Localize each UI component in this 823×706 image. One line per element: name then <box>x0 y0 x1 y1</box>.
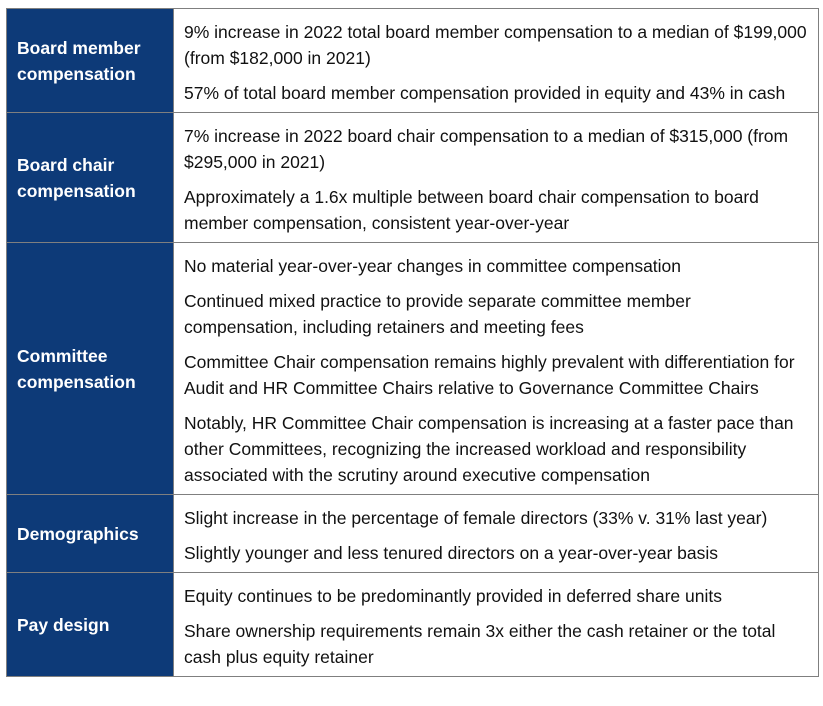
table-row-board-member: Board member compensation 9% increase in… <box>6 8 819 113</box>
list-item: Continued mixed practice to provide sepa… <box>184 291 691 337</box>
row-label: Board chair compensation <box>6 112 174 243</box>
row-content: Equity continues to be predominantly pro… <box>173 572 819 677</box>
list-item: Notably, HR Committee Chair compensation… <box>184 413 794 485</box>
row-label: Pay design <box>6 572 174 677</box>
row-content: 7% increase in 2022 board chair compensa… <box>173 112 819 243</box>
list-item: No material year-over-year changes in co… <box>184 256 682 276</box>
list-item: Slight increase in the percentage of fem… <box>184 508 768 528</box>
row-content: No material year-over-year changes in co… <box>173 242 819 495</box>
list-item: 57% of total board member compensation p… <box>184 83 786 103</box>
list-item: Share ownership requirements remain 3x e… <box>184 621 776 667</box>
list-item: Approximately a 1.6x multiple between bo… <box>184 187 759 233</box>
list-item: 9% increase in 2022 total board member c… <box>184 22 807 68</box>
row-label: Board member compensation <box>6 8 174 113</box>
row-label: Demographics <box>6 494 174 573</box>
list-item: Slightly younger and less tenured direct… <box>184 543 719 563</box>
list-item: 7% increase in 2022 board chair compensa… <box>184 126 789 172</box>
list-item: Committee Chair compensation remains hig… <box>184 352 795 398</box>
table-row-committee: Committee compensation No material year-… <box>6 242 819 495</box>
row-content: Slight increase in the percentage of fem… <box>173 494 819 573</box>
row-label: Committee compensation <box>6 242 174 495</box>
table-row-pay-design: Pay design Equity continues to be predom… <box>6 572 819 677</box>
row-content: 9% increase in 2022 total board member c… <box>173 8 819 113</box>
list-item: Equity continues to be predominantly pro… <box>184 586 722 606</box>
table-row-demographics: Demographics Slight increase in the perc… <box>6 494 819 573</box>
table-row-board-chair: Board chair compensation 7% increase in … <box>6 112 819 243</box>
compensation-summary-table: Board member compensation 9% increase in… <box>6 8 819 677</box>
